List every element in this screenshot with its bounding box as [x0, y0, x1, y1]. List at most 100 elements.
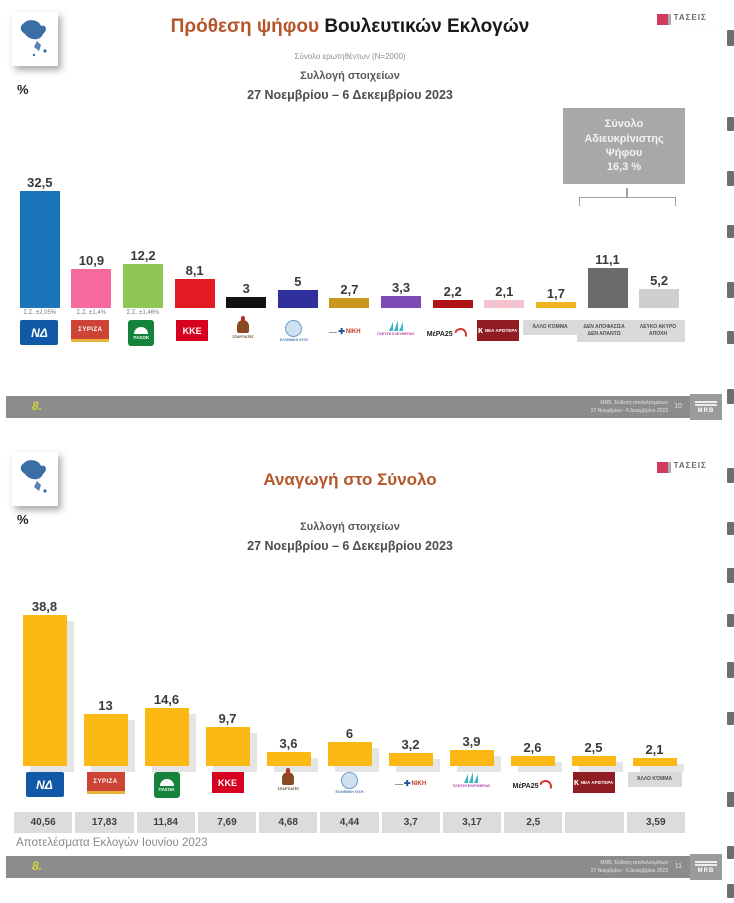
footer1-source: MRB, Έκθεση αποτελεσμάτων 27 Νοεμβρίου -…: [590, 400, 668, 414]
bar-value: 14,6: [153, 691, 180, 707]
bar-group-plefsi: 3,9: [441, 600, 502, 766]
bar-syriza: [71, 268, 112, 308]
lefko-akyro-label: ΛΕΥΚΟ ΑΚΥΡΟ ΑΠΟΧΗ: [631, 320, 686, 342]
result-cell: 17,83: [75, 812, 134, 833]
bar-blank-invalid: [639, 289, 680, 308]
sails-icon: [464, 772, 479, 783]
bar-mera25: [510, 755, 555, 766]
clipped-edge-text-fragment: [727, 225, 734, 238]
bar-group-elliniki-lysi: 5: [272, 150, 324, 308]
bar-elliniki-lysi: [327, 742, 372, 766]
bar-group-allo-komma: 1,7: [530, 150, 582, 308]
undecided-line2: Αδιευκρίνιστης: [584, 132, 664, 145]
bar-value: 3,6: [279, 735, 298, 751]
chart2-daterange: 27 Νοεμβρίου – 6 Δεκεμβρίου 2023: [247, 539, 453, 553]
bar-group-syriza: 13: [75, 600, 136, 766]
bar-allo-komma: [632, 757, 677, 766]
bar-group-niki: 3,2: [380, 600, 441, 766]
allo-komma-label: Άλλο Κόμμα: [523, 320, 578, 335]
bar-group-undecided: 11,1: [582, 150, 634, 308]
result-cell: 11,84: [136, 812, 195, 833]
slide1-footer: 8. MRB, Έκθεση αποτελεσμάτων 27 Νοεμβρίο…: [6, 394, 722, 420]
kke-logo: ΚΚΕ: [176, 320, 209, 341]
footer2-slide-number: 8.: [32, 859, 43, 873]
clipped-edge-text-fragment: [727, 884, 734, 898]
bar-value: 3,3: [392, 280, 411, 296]
bar-group-mera25: 2,6: [502, 600, 563, 766]
bar-pasok: [144, 707, 189, 766]
taseis-square-icon: [656, 14, 671, 25]
bar-value: 8,1: [185, 262, 204, 278]
bar-allo-komma: [535, 301, 576, 308]
cross-icon: ✚: [403, 779, 411, 788]
chart1-logos: ΝΔ ΣΥΡΙΖΑ ΠΑΣΟΚ ΚΚΕ ΣΠΑΡΤΙΑΤΕΣ ΕΛΛΗΝΙΚΗ …: [14, 316, 686, 356]
bar-plefsi: [449, 750, 494, 766]
ylabel-percent-1: %: [17, 82, 29, 97]
chart2-title: Αναγωγή στο Σύνολο: [263, 470, 437, 489]
bar-value: 38,8: [31, 599, 58, 614]
slide2-footer: 8. MRB, Έκθεση αποτελεσμάτων 27 Νοεμβρίο…: [6, 854, 722, 880]
bar-value: 1,7: [546, 285, 565, 301]
undecided-total-box: Σύνολο Αδιευκρίνιστης Ψήφου 16,3 %: [563, 108, 685, 184]
allo-komma-label: Άλλο Κόμμα: [627, 772, 682, 787]
spartan-helmet-icon: [237, 316, 250, 333]
bar-value: 6: [345, 726, 354, 741]
bar-nea-aristera: [484, 300, 525, 308]
bar-spartiates: [226, 297, 267, 308]
cross-icon: ✚: [338, 327, 345, 336]
result-cell: 40,56: [14, 812, 73, 833]
clipped-edge-text-fragment: [727, 568, 734, 583]
pasok-logo: ΠΑΣΟΚ: [153, 772, 180, 798]
nea-aristera-mark-icon: ĸ: [477, 325, 483, 335]
bar-pasok: [123, 264, 164, 308]
bar-nd: [19, 191, 60, 308]
bar-group-allo-komma: 2,1: [624, 600, 685, 766]
nea-aristera-mark-icon: ĸ: [573, 777, 579, 787]
chart1-subtitle: Συλλογή στοιχείων: [300, 70, 400, 82]
bar-value: 2,7: [340, 282, 359, 298]
chart2-bars: 38,8 13 14,6 9,7 3,6 6 3,2 3,9 2,6 2,5 2…: [14, 600, 685, 766]
niki-logo: ✚ ΝΙΚΗ: [394, 779, 426, 788]
bar-spartiates: [266, 751, 311, 766]
swoosh-icon: [451, 325, 469, 344]
clipped-edge-text-fragment: [727, 712, 734, 725]
pasok-sun-icon: [134, 326, 149, 334]
mera25-logo: ΜέΡΑ25: [427, 325, 469, 344]
bar-value: 11,1: [595, 252, 620, 267]
june-results-row: 40,56 17,83 11,84 7,69 4,68 4,44 3,7 3,1…: [14, 812, 685, 833]
greece-map-icon: [20, 460, 47, 493]
result-cell: 4,68: [259, 812, 318, 833]
syriza-logo: ΣΥΡΙΖΑ: [86, 772, 125, 794]
bar-value: 5,2: [650, 273, 669, 289]
bar-group-nd: 32,5: [14, 150, 66, 308]
taseis-square-icon: [656, 462, 671, 473]
mrb-logo: MRB: [690, 854, 722, 880]
bar-value: 3,9: [462, 734, 481, 750]
result-cell: 4,44: [320, 812, 379, 833]
undecided-line1: Σύνολο: [604, 118, 644, 131]
bar-value: 2,1: [645, 741, 664, 757]
clipped-edge-text-fragment: [727, 389, 734, 404]
chart2-subtitle: Συλλογή στοιχείων: [300, 521, 400, 533]
footer2-source: MRB, Έκθεση αποτελεσμάτων 27 Νοεμβρίου -…: [590, 860, 668, 874]
elliniki-lysi-logo: ΕΛΛΗΝΙΚΗ ΛΥΣΗ: [280, 320, 308, 343]
plefsi-logo: ΠΛΕΥΣΗ ΕΛΕΥΘΕΡΙΑΣ: [453, 772, 490, 789]
taseis-logo-dots: · · · · · ·: [673, 23, 718, 29]
pasok-logo: ΠΑΣΟΚ: [128, 320, 155, 346]
result-cell: 3,59: [626, 812, 685, 833]
clipped-edge-text-fragment: [727, 282, 734, 298]
line-icon: [329, 331, 338, 333]
kke-logo: ΚΚΕ: [211, 772, 244, 793]
nea-aristera-logo: ĸ ΝΕΑ ΑΡΙΣΤΕΡΑ: [476, 320, 519, 341]
line-icon: [394, 783, 403, 785]
chart1-title: Πρόθεση ψήφου Βουλευτικών Εκλογών: [60, 16, 640, 38]
bar-value: 2,2: [443, 284, 462, 300]
ylabel-percent-2: %: [17, 512, 29, 527]
bar-group-syriza: 10,9: [66, 150, 118, 308]
bar-value: 13: [98, 698, 113, 713]
nd-logo: ΝΔ: [20, 320, 59, 345]
bar-group-kke: 8,1: [169, 150, 221, 308]
bar-value: 2,5: [584, 740, 603, 755]
bar-kke: [174, 278, 215, 308]
plefsi-logo: ΠΛΕΥΣΗ ΕΛΕΥΘΕΡΙΑΣ: [377, 320, 414, 337]
